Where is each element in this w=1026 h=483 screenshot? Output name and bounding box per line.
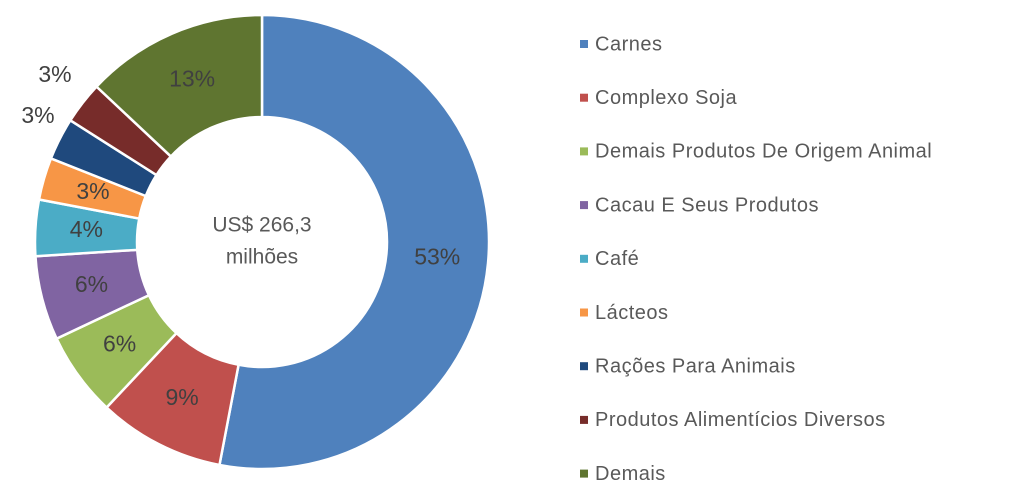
legend-label: Demais Produtos De Origem Animal	[595, 141, 932, 163]
data-label: 13%	[169, 66, 215, 92]
center-text: milhões	[226, 246, 298, 269]
legend-swatch	[580, 254, 588, 263]
legend-label: Lácteos	[595, 302, 669, 324]
data-label: 4%	[70, 216, 103, 242]
legend-swatch	[580, 308, 588, 317]
data-label: 3%	[38, 61, 71, 87]
legend-swatch	[580, 469, 588, 478]
legend-label: Complexo Soja	[595, 87, 738, 109]
legend-label: Demais	[595, 463, 666, 483]
legend-swatch	[580, 415, 588, 424]
data-label: 9%	[165, 384, 198, 410]
legend-swatch	[580, 201, 588, 210]
data-label: 53%	[414, 244, 460, 270]
donut-slice	[218, 13, 491, 471]
legend-label: Produtos Alimentícios Diversos	[595, 409, 886, 431]
data-label: 3%	[76, 178, 109, 204]
legend-swatch	[580, 93, 588, 102]
data-label: 6%	[75, 271, 108, 297]
legend-swatch	[580, 147, 588, 156]
legend-label: Carnes	[595, 33, 662, 55]
data-label: 6%	[103, 331, 136, 357]
legend-label: Cacau E Seus Produtos	[595, 194, 819, 216]
legend-swatch	[580, 362, 588, 371]
donut-slice	[94, 13, 264, 159]
legend-swatch	[580, 40, 588, 48]
center-text: US$ 266,3	[212, 214, 311, 237]
legend-label: Rações Para Animais	[595, 355, 796, 377]
data-label: 3%	[21, 102, 54, 128]
legend-label: Café	[595, 248, 639, 270]
